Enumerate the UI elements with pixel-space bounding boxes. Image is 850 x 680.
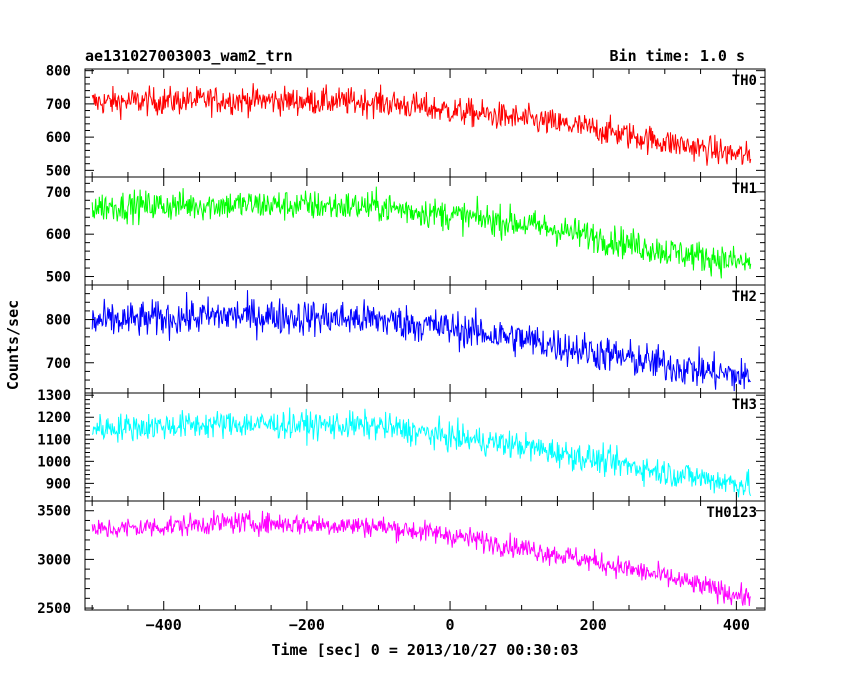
x-tick-label: 0 (446, 616, 455, 634)
panel-label-th1: TH1 (732, 181, 757, 197)
series-line-th3 (91, 407, 752, 498)
panel-th3: 900 1000 1100 1200 1300 TH3 (37, 388, 766, 502)
panel-frame (84, 500, 766, 611)
y-tick-label: 3000 (37, 552, 71, 568)
x-tick-label: 400 (723, 616, 750, 634)
panel-label-th0123: TH0123 (706, 505, 757, 521)
y-tick-label: 1100 (37, 432, 71, 448)
y-axis-label: Counts/sec (4, 300, 22, 390)
panel-label-th3: TH3 (732, 397, 757, 413)
panel-th0123: 2500 3000 3500 TH0123 (37, 500, 766, 617)
y-tick-label: 1300 (37, 388, 71, 404)
y-tick-label: 800 (46, 313, 71, 329)
series-line-th0 (91, 83, 752, 166)
y-tick-label: 3500 (37, 504, 71, 520)
bin-time-label: Bin time: 1.0 s (610, 47, 745, 65)
y-tick-label: 500 (46, 270, 71, 286)
x-axis-label: Time [sec] 0 = 2013/10/27 00:30:03 (271, 641, 578, 659)
panel-th1: 500 600 700 TH1 (46, 176, 766, 286)
y-tick-label: 1200 (37, 410, 71, 426)
panel-frame (84, 176, 766, 286)
panel-frame (84, 392, 766, 502)
x-axis-group: −400 −200 0 200 400 (146, 616, 750, 634)
panel-label-th0: TH0 (732, 73, 757, 89)
y-tick-label: 600 (46, 227, 71, 243)
y-tick-label: 700 (46, 356, 71, 372)
chart-title: ae131027003003_wam2_trn (85, 47, 293, 65)
panel-th0: 500 600 700 800 TH0 (46, 64, 766, 179)
series-line-th1 (91, 186, 752, 279)
y-tick-label: 600 (46, 130, 71, 146)
series-line-th2 (91, 290, 751, 392)
x-tick-label: 200 (580, 616, 607, 634)
y-tick-label: 2500 (37, 601, 71, 617)
panel-frame (84, 68, 766, 178)
y-tick-label: 700 (46, 97, 71, 113)
x-tick-label: −200 (289, 616, 325, 634)
y-tick-label: 900 (46, 476, 71, 492)
panel-th2: 700 800 TH2 (46, 284, 766, 394)
y-tick-label: 500 (46, 163, 71, 179)
y-tick-label: 1000 (37, 454, 71, 470)
x-tick-label: −400 (146, 616, 182, 634)
panel-label-th2: TH2 (732, 289, 757, 305)
series-line-th0123 (91, 510, 752, 607)
panels-group: 500 600 700 800 TH0 500 600 700 TH1 700 800 TH2 900 1… (37, 64, 766, 617)
y-tick-label: 800 (46, 64, 71, 80)
y-tick-label: 700 (46, 185, 71, 201)
